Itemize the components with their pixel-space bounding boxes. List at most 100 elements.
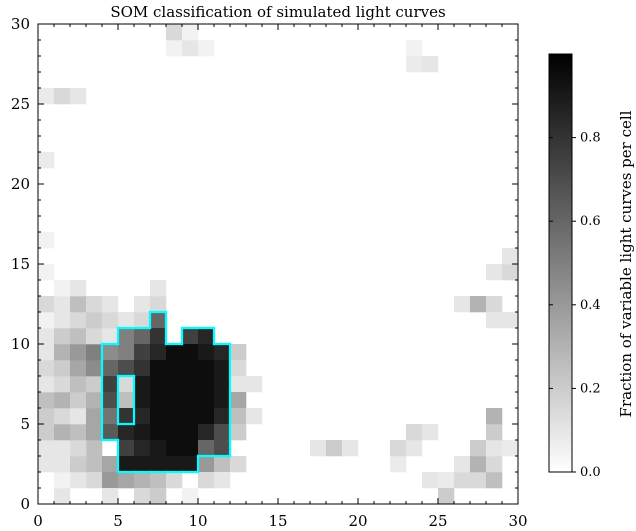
heatmap-cell — [54, 328, 71, 345]
colorbar-tick-label: 0.2 — [580, 381, 601, 396]
heatmap-cell — [150, 280, 167, 297]
heatmap-cell — [182, 392, 199, 409]
heatmap-cell — [166, 344, 183, 361]
heatmap-cell — [486, 296, 503, 313]
heatmap-cell — [38, 440, 55, 457]
heatmap-cell — [470, 472, 487, 489]
heatmap-cell — [54, 392, 71, 409]
heatmap-cell — [54, 408, 71, 425]
heatmap-cell — [438, 472, 455, 489]
heatmap-cell — [86, 424, 103, 441]
heatmap-cell — [38, 264, 55, 281]
heatmap-cell — [38, 424, 55, 441]
x-tick-label: 0 — [33, 512, 43, 530]
heatmap-cell — [86, 392, 103, 409]
heatmap-cell — [86, 312, 103, 329]
heatmap-cell — [54, 344, 71, 361]
heatmap-cell — [166, 360, 183, 377]
heatmap-cell — [198, 328, 215, 345]
heatmap-cell — [134, 328, 151, 345]
heatmap-cell — [134, 360, 151, 377]
heatmap-cell — [70, 360, 87, 377]
heatmap-cell — [182, 328, 199, 345]
heatmap-cell — [102, 312, 119, 329]
heatmap-cell — [246, 376, 263, 393]
heatmap-cell — [54, 424, 71, 441]
heatmap-cell — [134, 296, 151, 313]
axis-ticks — [37, 23, 519, 505]
heatmap-cell — [54, 360, 71, 377]
heatmap-cell — [118, 456, 135, 473]
heatmap-cell — [342, 440, 359, 457]
heatmap-cell — [118, 472, 135, 489]
heatmap-cell — [198, 408, 215, 425]
heatmap-cell — [54, 440, 71, 457]
heatmap-cell — [38, 360, 55, 377]
heatmap-cell — [182, 408, 199, 425]
heatmap-cell — [134, 376, 151, 393]
heatmap-cell — [406, 40, 423, 57]
heatmap-cell — [102, 296, 119, 313]
heatmap-cell — [86, 296, 103, 313]
heatmap-cell — [102, 376, 119, 393]
heatmap-cell — [54, 488, 71, 505]
x-tick-label: 20 — [348, 512, 367, 530]
heatmap-cell — [166, 392, 183, 409]
heatmap-cell — [502, 248, 519, 265]
heatmap-cell — [486, 472, 503, 489]
y-tick-label: 10 — [11, 335, 30, 353]
heatmap-cell — [214, 408, 231, 425]
colorbar-ticks: 0.0 0.2 0.4 0.6 0.8 — [549, 131, 601, 480]
x-tick-label: 10 — [188, 512, 207, 530]
heatmap-cell — [454, 456, 471, 473]
heatmap-cell — [470, 440, 487, 457]
heatmap-cell — [166, 472, 183, 489]
heatmap-cell — [166, 24, 183, 41]
heatmap-cell — [214, 456, 231, 473]
heatmap-cell — [70, 392, 87, 409]
heatmap-cell — [118, 344, 135, 361]
heatmap-cell — [198, 40, 215, 57]
heatmap-cell — [54, 376, 71, 393]
heatmap-cell — [102, 392, 119, 409]
heatmap-cell — [134, 344, 151, 361]
heatmap-cell — [150, 328, 167, 345]
heatmap-cell — [214, 392, 231, 409]
heatmap-cell — [150, 392, 167, 409]
heatmap-cell — [38, 408, 55, 425]
heatmap-cell — [86, 344, 103, 361]
heatmap-cell — [406, 440, 423, 457]
heatmap-cell — [198, 392, 215, 409]
heatmap-cell — [70, 472, 87, 489]
colorbar-label: Fraction of variable light curves per ce… — [617, 110, 635, 417]
heatmap-cell — [38, 392, 55, 409]
heatmap-cell — [214, 360, 231, 377]
heatmap-cell — [118, 376, 135, 393]
heatmap-cell — [102, 344, 119, 361]
heatmap-cell — [70, 376, 87, 393]
heatmap-cell — [390, 456, 407, 473]
heatmap-cell — [198, 456, 215, 473]
heatmap-cell — [118, 440, 135, 457]
heatmap-cell — [486, 312, 503, 329]
heatmap-cell — [214, 344, 231, 361]
heatmap-cell — [150, 440, 167, 457]
heatmap-cell — [422, 472, 439, 489]
heatmap-cell — [70, 328, 87, 345]
heatmap-cell — [134, 456, 151, 473]
heatmap-cell — [70, 296, 87, 313]
heatmap-cell — [70, 440, 87, 457]
heatmap-cell — [118, 392, 135, 409]
heatmap-cell — [150, 408, 167, 425]
heatmap-cell — [54, 88, 71, 105]
heatmap-cell — [214, 424, 231, 441]
heatmap-cell — [230, 408, 247, 425]
highlight-region-outline — [100, 310, 232, 474]
heatmap-cell — [102, 456, 119, 473]
y-tick-label: 30 — [11, 15, 30, 33]
colorbar-tick-label: 0.0 — [580, 465, 601, 480]
heatmap-cell — [38, 344, 55, 361]
heatmap-cell — [486, 424, 503, 441]
heatmap-cell — [502, 312, 519, 329]
